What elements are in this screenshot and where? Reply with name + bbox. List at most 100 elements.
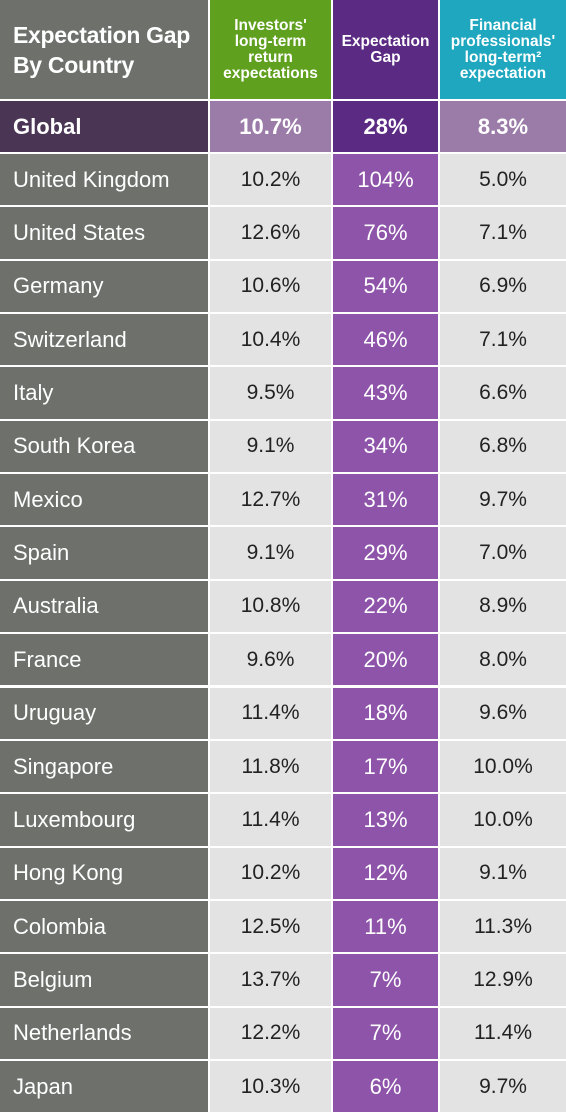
gap-cell: 22% <box>333 580 440 635</box>
column-header-gap: Expectation Gap <box>333 0 440 101</box>
gap-cell: 54% <box>333 260 440 315</box>
professionals-cell: 9.7% <box>440 474 566 528</box>
professionals-cell: 5.0% <box>440 154 566 208</box>
country-cell: Uruguay <box>0 687 210 741</box>
investors-cell: 12.7% <box>210 474 333 528</box>
country-cell: United States <box>0 207 210 261</box>
investors-cell: 11.8% <box>210 740 333 795</box>
investors-cell: 9.1% <box>210 527 333 581</box>
table-row: Uruguay 11.4% 18% 9.6% <box>0 687 566 741</box>
investors-cell: 10.4% <box>210 314 333 368</box>
professionals-cell: 8.9% <box>440 580 566 635</box>
table-row: South Korea 9.1% 34% 6.8% <box>0 420 566 475</box>
table-row: France 9.6% 20% 8.0% <box>0 634 566 688</box>
gap-cell: 29% <box>333 527 440 581</box>
table-header-row: Expectation Gap By Country Investors' lo… <box>0 0 566 101</box>
professionals-cell: 7.1% <box>440 207 566 261</box>
investors-cell: 9.6% <box>210 634 333 688</box>
table-row: Singapore 11.8% 17% 10.0% <box>0 740 566 795</box>
gap-cell: 20% <box>333 634 440 688</box>
gap-cell: 76% <box>333 207 440 261</box>
table-row: Hong Kong 10.2% 12% 9.1% <box>0 847 566 901</box>
professionals-cell: 9.6% <box>440 687 566 741</box>
gap-cell: 6% <box>333 1060 440 1114</box>
investors-cell: 12.5% <box>210 900 333 955</box>
global-gap-cell: 28% <box>333 101 440 154</box>
professionals-cell: 10.0% <box>440 740 566 795</box>
professionals-cell: 7.0% <box>440 527 566 581</box>
professionals-cell: 11.3% <box>440 900 566 955</box>
country-cell: Japan <box>0 1060 210 1114</box>
investors-cell: 10.2% <box>210 154 333 208</box>
country-cell: Mexico <box>0 474 210 528</box>
investors-cell: 10.3% <box>210 1060 333 1114</box>
gap-cell: 104% <box>333 154 440 208</box>
investors-cell: 11.4% <box>210 687 333 741</box>
table-row: Germany 10.6% 54% 6.9% <box>0 260 566 315</box>
country-cell: United Kingdom <box>0 154 210 208</box>
gap-cell: 46% <box>333 314 440 368</box>
table-row: United States 12.6% 76% 7.1% <box>0 207 566 261</box>
country-cell: South Korea <box>0 420 210 475</box>
country-cell: Italy <box>0 367 210 421</box>
global-country-cell: Global <box>0 101 210 154</box>
table-row: Spain 9.1% 29% 7.0% <box>0 527 566 581</box>
professionals-cell: 10.0% <box>440 794 566 848</box>
investors-cell: 13.7% <box>210 954 333 1008</box>
country-cell: France <box>0 634 210 688</box>
global-professionals-cell: 8.3% <box>440 101 566 154</box>
investors-cell: 10.8% <box>210 580 333 635</box>
professionals-cell: 8.0% <box>440 634 566 688</box>
table-row: Luxembourg 11.4% 13% 10.0% <box>0 794 566 848</box>
country-cell: Australia <box>0 580 210 635</box>
gap-cell: 13% <box>333 794 440 848</box>
country-cell: Luxembourg <box>0 794 210 848</box>
column-header-investors: Investors' long-term return expectations <box>210 0 333 101</box>
investors-cell: 12.2% <box>210 1007 333 1061</box>
table-row: Italy 9.5% 43% 6.6% <box>0 367 566 421</box>
gap-cell: 7% <box>333 954 440 1008</box>
gap-cell: 34% <box>333 420 440 475</box>
table-row: United Kingdom 10.2% 104% 5.0% <box>0 154 566 208</box>
gap-cell: 12% <box>333 847 440 901</box>
global-investors-cell: 10.7% <box>210 101 333 154</box>
investors-cell: 9.1% <box>210 420 333 475</box>
country-cell: Netherlands <box>0 1007 210 1061</box>
professionals-cell: 11.4% <box>440 1007 566 1061</box>
table-title-text: Expectation Gap By Country <box>13 21 190 78</box>
professionals-cell: 12.9% <box>440 954 566 1008</box>
professionals-cell: 6.6% <box>440 367 566 421</box>
professionals-cell: 7.1% <box>440 314 566 368</box>
country-cell: Belgium <box>0 954 210 1008</box>
professionals-cell: 9.1% <box>440 847 566 901</box>
table-row: Japan 10.3% 6% 9.7% <box>0 1060 566 1114</box>
column-header-professionals: Financial professionals' long-term² expe… <box>440 0 566 101</box>
table-row: Netherlands 12.2% 7% 11.4% <box>0 1007 566 1061</box>
table-row: Colombia 12.5% 11% 11.3% <box>0 900 566 955</box>
investors-cell: 9.5% <box>210 367 333 421</box>
investors-cell: 10.2% <box>210 847 333 901</box>
gap-cell: 18% <box>333 687 440 741</box>
country-cell: Spain <box>0 527 210 581</box>
gap-cell: 43% <box>333 367 440 421</box>
country-cell: Germany <box>0 260 210 315</box>
professionals-cell: 6.8% <box>440 420 566 475</box>
professionals-cell: 6.9% <box>440 260 566 315</box>
country-cell: Hong Kong <box>0 847 210 901</box>
gap-cell: 11% <box>333 900 440 955</box>
table-row: Belgium 13.7% 7% 12.9% <box>0 954 566 1008</box>
investors-cell: 12.6% <box>210 207 333 261</box>
country-cell: Singapore <box>0 740 210 795</box>
country-cell: Colombia <box>0 900 210 955</box>
gap-cell: 7% <box>333 1007 440 1061</box>
gap-cell: 17% <box>333 740 440 795</box>
table-title: Expectation Gap By Country <box>0 0 210 101</box>
table-row: Australia 10.8% 22% 8.9% <box>0 580 566 635</box>
professionals-cell: 9.7% <box>440 1060 566 1114</box>
investors-cell: 10.6% <box>210 260 333 315</box>
investors-cell: 11.4% <box>210 794 333 848</box>
country-cell: Switzerland <box>0 314 210 368</box>
table-row: Switzerland 10.4% 46% 7.1% <box>0 314 566 368</box>
gap-cell: 31% <box>333 474 440 528</box>
